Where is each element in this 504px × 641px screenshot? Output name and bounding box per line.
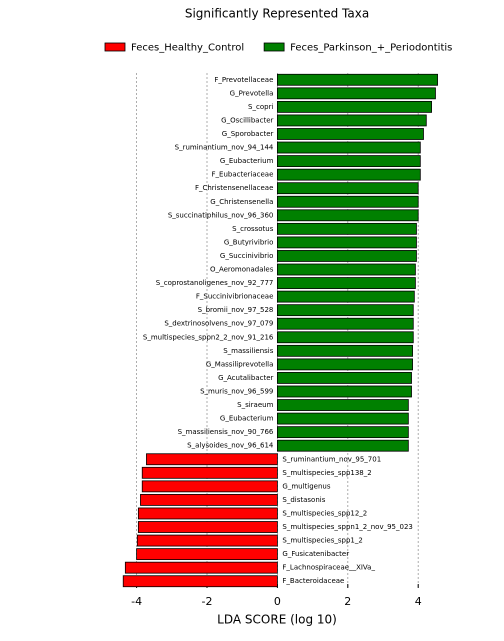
bar (276, 182, 419, 195)
category-label: G_multigenus (282, 482, 330, 490)
category-label: F_Succinivibrionaceae (196, 293, 274, 301)
bar (146, 453, 278, 466)
category-label: F_Lachnospiraceae__XIVa_ (282, 564, 375, 572)
bar (276, 87, 436, 100)
bar (276, 263, 416, 276)
bar (276, 426, 409, 439)
x-tick-label: -2 (202, 595, 213, 608)
x-tick-label: 2 (344, 595, 351, 608)
category-label: S_massiliensis_nov_90_766 (178, 428, 274, 436)
category-label: F_Christensenellaceae (195, 184, 273, 192)
category-label: S_massiliensis (223, 347, 274, 355)
category-label: S_ruminantium_nov_94_144 (175, 144, 274, 152)
category-label: G_Prevotella (230, 89, 274, 97)
category-label: S_multispecies_spp138_2 (282, 469, 371, 477)
bar (276, 372, 412, 384)
bar (276, 114, 427, 127)
bar (276, 155, 421, 167)
bar (276, 290, 415, 303)
category-label: S_succinatiphilus_nov_96_360 (168, 211, 274, 219)
bar (276, 331, 414, 344)
chart-title: Significantly Represented Taxa (185, 7, 369, 21)
x-tick-label: 4 (415, 595, 422, 608)
category-label: S_siraeum (237, 401, 273, 409)
category-label: S_multispecies_spp12_2 (282, 509, 367, 517)
bar (276, 317, 414, 330)
category-label: G_Sporobacter (222, 130, 274, 138)
bar (276, 141, 421, 154)
category-label: G_Massiliprevotella (206, 360, 274, 368)
x-tick-label: 0 (274, 595, 281, 608)
bar (276, 304, 414, 317)
bar (276, 222, 417, 235)
x-axis-label: LDA SCORE (log 10) (217, 613, 337, 627)
category-label: S_muris_nov_96_599 (200, 387, 273, 395)
category-label: S_ruminantium_nov_95_701 (282, 455, 381, 463)
bar (137, 521, 278, 533)
category-label: G_Oscillibacter (221, 116, 273, 124)
category-label: G_Eubacterium (220, 157, 274, 165)
bar (276, 277, 416, 289)
category-label: S_multispecies_sppn2_2_nov_91_216 (143, 333, 274, 341)
category-label: O_Aeromonadales (210, 266, 274, 274)
legend-swatch (104, 42, 126, 52)
bar (276, 195, 419, 208)
bar (276, 209, 419, 222)
bar (122, 575, 278, 588)
category-label: F_Eubacteriaceae (212, 171, 274, 179)
category-label: S_multispecies_spp1_2 (282, 537, 362, 545)
bar (140, 494, 278, 506)
x-tick-label: -4 (131, 595, 142, 608)
bar (141, 480, 278, 493)
bar (276, 73, 438, 86)
bar (276, 344, 413, 357)
bar (124, 561, 278, 574)
bar (276, 250, 417, 262)
bar (276, 168, 421, 181)
category-label: G_Christensenella (210, 198, 273, 206)
bar (136, 534, 278, 547)
category-label: S_crossotus (232, 225, 274, 233)
category-label: F_Prevotellaceae (214, 76, 273, 84)
bar (136, 548, 278, 561)
bar (141, 466, 278, 479)
category-label: S_distasonis (282, 496, 325, 504)
category-label: G_Fusicatenibacter (282, 550, 349, 558)
category-label: G_Eubacterium (220, 415, 274, 423)
category-label: S_bromii_nov_97_528 (198, 306, 274, 314)
bar (276, 128, 424, 140)
category-label: S_multispecies_sppn1_2_nov_95_023 (282, 523, 412, 531)
legend-swatch (263, 42, 285, 52)
bar (276, 358, 413, 371)
category-label: F_Bacteroidaceae (282, 577, 344, 585)
bar (276, 399, 409, 411)
category-label: G_Succinivibrio (220, 252, 273, 260)
bar (276, 412, 409, 425)
category-label: S_alysoides_nov_96_614 (187, 442, 274, 450)
bar (137, 507, 278, 520)
category-label: S_coprostanoligenes_nov_92_777 (156, 279, 274, 287)
category-label: S_copri (248, 103, 273, 111)
bar (276, 236, 417, 249)
bar (276, 385, 412, 398)
legend-label: Feces_Healthy_Control (131, 43, 244, 54)
category-label: G_Acutalibacter (218, 374, 273, 382)
bar (276, 100, 432, 113)
bar (276, 439, 409, 452)
legend-label: Feces_Parkinson_+_Periodontitis (290, 43, 452, 54)
category-label: G_Butyrivibrio (224, 238, 274, 246)
category-label: S_dextrinosolvens_nov_97_079 (164, 320, 273, 328)
